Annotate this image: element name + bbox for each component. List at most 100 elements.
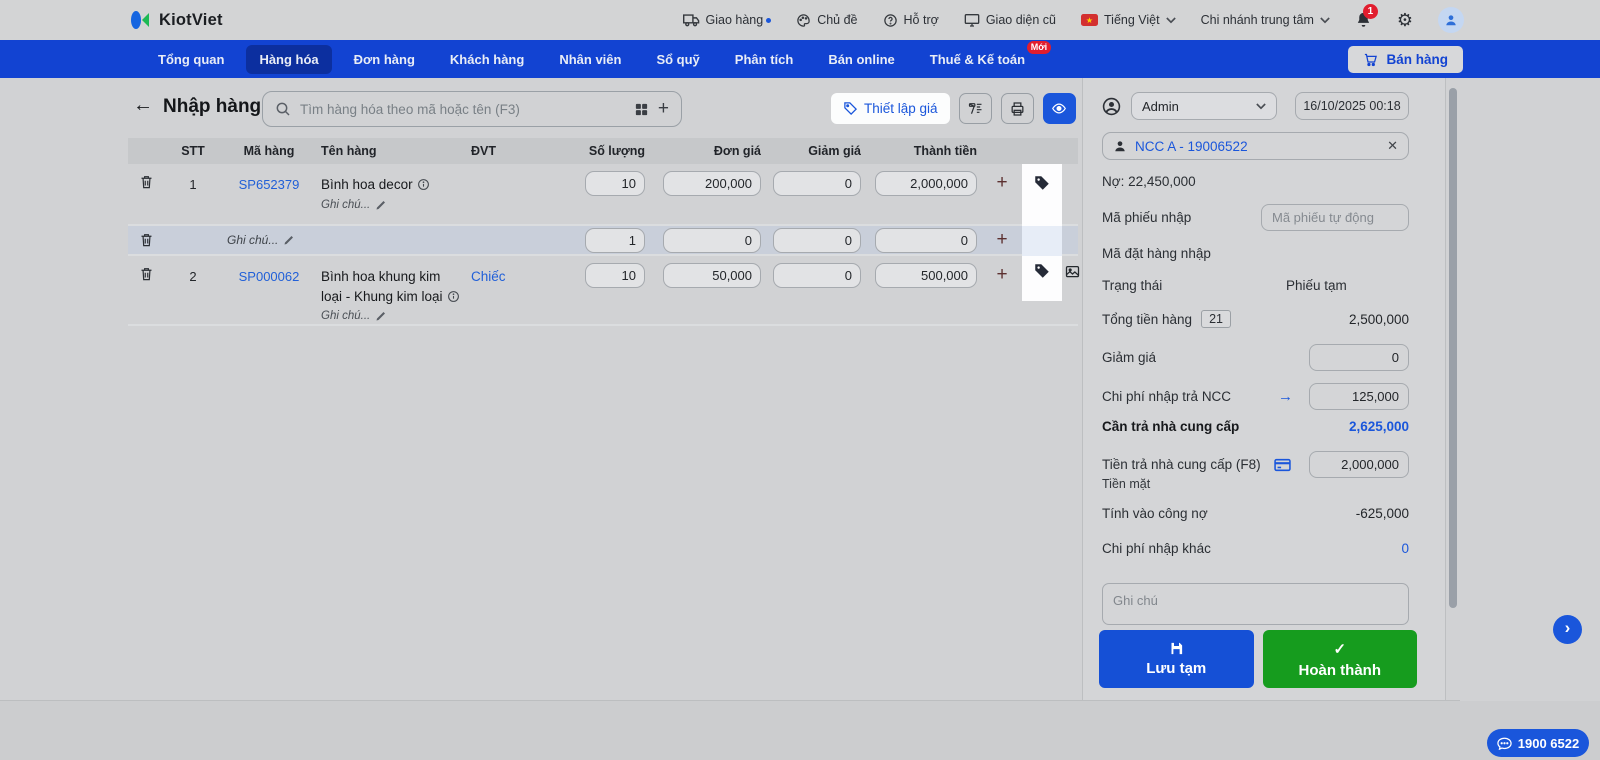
vertical-scrollbar[interactable] bbox=[1449, 88, 1457, 608]
staff-select[interactable]: Admin bbox=[1131, 92, 1277, 120]
add-line-button[interactable]: + bbox=[996, 172, 1008, 193]
receipt-code-label: Mã phiếu nhập bbox=[1102, 210, 1192, 225]
col-stt: STT bbox=[181, 144, 205, 158]
payment-card-icon[interactable] bbox=[1274, 458, 1291, 472]
theme-menu-item[interactable]: Chủ đề bbox=[796, 13, 858, 28]
col-dvt: ĐVT bbox=[471, 144, 496, 158]
receipt-code-input[interactable] bbox=[1261, 204, 1409, 231]
delete-row-button[interactable] bbox=[128, 232, 164, 248]
back-button[interactable]: ← bbox=[133, 94, 153, 116]
discount-input[interactable] bbox=[773, 227, 861, 253]
new-badge: Mới bbox=[1026, 40, 1052, 54]
visibility-toggle-button[interactable] bbox=[1042, 93, 1076, 124]
other-cost-value[interactable]: 0 bbox=[1401, 541, 1409, 556]
price-setup-button[interactable]: Thiết lập giá bbox=[831, 93, 950, 124]
info-icon[interactable] bbox=[447, 290, 460, 303]
delivery-menu-item[interactable]: Giao hàng bbox=[682, 13, 772, 27]
datetime-field[interactable]: 16/10/2025 00:18 bbox=[1295, 92, 1409, 120]
order-note-input[interactable] bbox=[1102, 583, 1409, 625]
user-circle-icon bbox=[1102, 97, 1121, 115]
discount-input[interactable] bbox=[773, 171, 861, 196]
add-product-icon[interactable]: + bbox=[657, 97, 669, 119]
complete-button[interactable]: ✓ Hoàn thành bbox=[1262, 630, 1417, 688]
line-total-input[interactable] bbox=[875, 227, 977, 253]
chevron-right-icon: › bbox=[1564, 618, 1571, 637]
line-total-input[interactable] bbox=[875, 263, 977, 288]
tab-so-quy[interactable]: Sổ quỹ bbox=[656, 51, 700, 67]
supplier-icon bbox=[1115, 141, 1125, 152]
unit-price-input[interactable] bbox=[663, 171, 761, 196]
unit-cell bbox=[466, 164, 554, 224]
arrow-right-icon[interactable]: → bbox=[1278, 388, 1293, 405]
line-total-input[interactable] bbox=[875, 171, 977, 196]
supplier-cost-input[interactable] bbox=[1309, 383, 1409, 410]
tab-phan-tich[interactable]: Phân tích bbox=[734, 51, 794, 67]
product-code-link[interactable]: SP652379 bbox=[238, 177, 300, 192]
tag-icon[interactable] bbox=[1033, 174, 1051, 192]
delete-row-button[interactable] bbox=[128, 256, 164, 324]
hotline-chat-button[interactable]: 1900 6522 bbox=[1487, 729, 1589, 757]
tab-hang-hoa[interactable]: Hàng hóa bbox=[246, 44, 332, 74]
brand-name: KiotViet bbox=[159, 10, 223, 29]
pencil-icon bbox=[284, 236, 294, 245]
supplier-debt: Nợ: 22,450,000 bbox=[1102, 174, 1196, 189]
quantity-input[interactable] bbox=[585, 227, 645, 253]
info-icon[interactable] bbox=[417, 178, 430, 191]
table-row: 1 SP652379 Bình hoa decor Ghi chú... + bbox=[128, 164, 1078, 226]
print-button[interactable] bbox=[1000, 93, 1034, 124]
language-selector[interactable]: ★ Tiếng Việt bbox=[1081, 13, 1176, 27]
grid-icon[interactable] bbox=[634, 102, 649, 117]
to-debt-label: Tính vào công nợ bbox=[1102, 506, 1208, 521]
barcode-scanner-button[interactable] bbox=[958, 93, 992, 124]
add-line-button[interactable]: + bbox=[996, 264, 1008, 285]
row-note-button[interactable]: Ghi chú... bbox=[321, 199, 461, 211]
branch-selector[interactable]: Chi nhánh trung tâm bbox=[1201, 13, 1330, 27]
row-note-button[interactable]: Ghi chú... bbox=[321, 310, 461, 322]
unit-price-input[interactable] bbox=[663, 227, 761, 253]
save-draft-button[interactable]: Lưu tạm bbox=[1099, 630, 1254, 688]
tab-ban-online[interactable]: Bán online bbox=[828, 51, 895, 67]
order-discount-input[interactable] bbox=[1309, 344, 1409, 371]
delete-row-button[interactable] bbox=[128, 164, 164, 224]
notifications-button[interactable]: 1 bbox=[1355, 4, 1378, 29]
other-cost-label: Chi phí nhập khác bbox=[1102, 541, 1211, 556]
quantity-input[interactable] bbox=[585, 171, 645, 196]
tag-column-highlight bbox=[1022, 164, 1062, 301]
tab-don-hang[interactable]: Đơn hàng bbox=[353, 51, 415, 67]
tab-thue-ke-toan[interactable]: Thuế & Kế toán Mới bbox=[917, 40, 1052, 74]
image-icon[interactable] bbox=[1064, 264, 1081, 280]
unit-link[interactable]: Chiếc bbox=[471, 269, 506, 284]
unit-price-input[interactable] bbox=[663, 263, 761, 288]
total-quantity-badge: 21 bbox=[1201, 310, 1231, 328]
tag-column-note-segment bbox=[1022, 226, 1062, 256]
eye-icon bbox=[1052, 103, 1067, 114]
truck-icon bbox=[682, 14, 699, 27]
table-row: 2 SP000062 Bình hoa khung kim loại - Khu… bbox=[128, 256, 1078, 326]
expand-panel-button[interactable]: › bbox=[1553, 615, 1582, 644]
remove-supplier-button[interactable]: ✕ bbox=[1387, 138, 1398, 153]
user-avatar[interactable] bbox=[1438, 7, 1464, 33]
need-pay-value: 2,625,000 bbox=[1348, 419, 1409, 434]
tab-khach-hang[interactable]: Khách hàng bbox=[449, 51, 525, 67]
settings-button[interactable]: ⚙ bbox=[1397, 10, 1413, 31]
main-navbar: Tổng quan Hàng hóa Đơn hàng Khách hàng N… bbox=[0, 40, 1600, 78]
payment-method[interactable]: Tiền mặt bbox=[1102, 477, 1151, 491]
row-index: 1 bbox=[189, 177, 197, 192]
supplier-chip[interactable]: NCC A - 19006522 ✕ bbox=[1102, 132, 1409, 160]
sell-button[interactable]: Bán hàng bbox=[1348, 46, 1463, 73]
product-search-input[interactable] bbox=[300, 101, 625, 117]
col-giam-gia: Giảm giá bbox=[808, 144, 861, 158]
discount-input[interactable] bbox=[773, 263, 861, 288]
tag-icon[interactable] bbox=[1033, 262, 1051, 280]
add-line-button[interactable]: + bbox=[996, 229, 1008, 250]
row-note-button[interactable]: Ghi chú... bbox=[222, 233, 554, 247]
pay-supplier-input[interactable] bbox=[1309, 451, 1409, 478]
nav-tabs: Tổng quan Hàng hóa Đơn hàng Khách hàng N… bbox=[145, 40, 1052, 78]
product-code-link[interactable]: SP000062 bbox=[238, 269, 300, 284]
quantity-input[interactable] bbox=[585, 263, 645, 288]
tab-tong-quan[interactable]: Tổng quan bbox=[158, 51, 225, 67]
support-menu-item[interactable]: Hỗ trợ bbox=[883, 13, 939, 28]
tab-nhan-vien[interactable]: Nhân viên bbox=[559, 51, 622, 67]
old-ui-menu-item[interactable]: Giao diện cũ bbox=[964, 13, 1056, 27]
